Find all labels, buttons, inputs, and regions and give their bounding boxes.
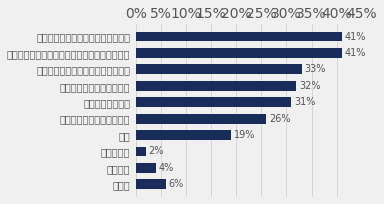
Bar <box>136 81 296 91</box>
Text: 2%: 2% <box>149 146 164 156</box>
Bar <box>136 48 342 58</box>
Text: 41%: 41% <box>344 32 366 42</box>
Text: 19%: 19% <box>234 130 255 140</box>
Bar <box>136 179 166 189</box>
Bar <box>136 114 266 123</box>
Text: 6%: 6% <box>169 179 184 189</box>
Text: 32%: 32% <box>299 81 321 91</box>
Text: 4%: 4% <box>159 163 174 173</box>
Bar <box>136 97 291 107</box>
Text: 26%: 26% <box>269 114 290 124</box>
Bar <box>136 146 146 156</box>
Text: 31%: 31% <box>294 97 315 107</box>
Text: 33%: 33% <box>304 64 325 74</box>
Bar <box>136 130 231 140</box>
Bar <box>136 32 342 41</box>
Bar <box>136 163 156 173</box>
Bar <box>136 64 301 74</box>
Text: 41%: 41% <box>344 48 366 58</box>
